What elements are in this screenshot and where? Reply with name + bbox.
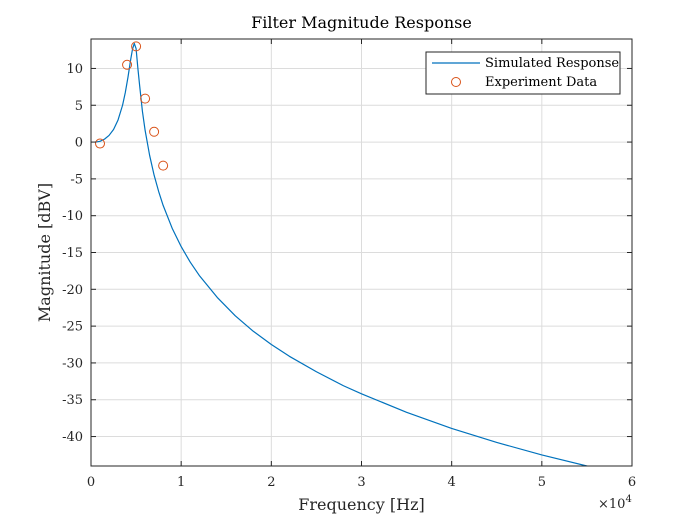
legend-box xyxy=(425,51,621,95)
y-tick-label: -40 xyxy=(62,430,83,445)
legend: Simulated Response Experiment Data xyxy=(425,51,621,95)
experiment-data-point xyxy=(122,59,133,70)
x-tick-label: 2 xyxy=(267,475,275,490)
y-ticks: 10 5 0 -5 -10 -15 -20 -25 -30 -35 -40 xyxy=(62,62,632,445)
y-axis-label: Magnitude [dBV] xyxy=(35,183,54,322)
x-tick-label: 4 xyxy=(448,475,456,490)
experiment-data-point xyxy=(131,41,142,52)
y-tick-label: -5 xyxy=(70,172,83,187)
x-axis-multiplier-base: ×10 xyxy=(598,497,625,512)
y-tick-label: 10 xyxy=(66,62,83,77)
simulated-response-line xyxy=(95,42,590,466)
legend-label-simulated: Simulated Response xyxy=(485,56,619,71)
experiment-data-point xyxy=(140,93,151,104)
y-tick-label: -10 xyxy=(62,209,83,224)
experiment-data-point xyxy=(95,138,106,149)
x-tick-label: 6 xyxy=(628,475,636,490)
y-tick-label: -25 xyxy=(62,320,83,335)
experiment-data-point xyxy=(149,126,160,137)
legend-marker-swatch xyxy=(451,77,461,87)
y-tick-label: -30 xyxy=(62,356,83,371)
y-tick-label: -15 xyxy=(62,246,83,261)
x-axis-multiplier-exponent: 4 xyxy=(625,494,631,505)
chart-title: Filter Magnitude Response xyxy=(251,13,472,32)
y-tick-label: -35 xyxy=(62,393,83,408)
legend-label-experiment: Experiment Data xyxy=(485,75,597,90)
x-tick-label: 3 xyxy=(357,475,365,490)
grid-lines xyxy=(90,39,633,466)
x-tick-label: 5 xyxy=(538,475,546,490)
x-axis-multiplier: ×104 xyxy=(598,494,632,512)
experiment-data-point xyxy=(158,160,169,171)
data-series xyxy=(95,41,590,466)
x-tick-label: 1 xyxy=(177,475,185,490)
x-tick-label: 0 xyxy=(87,475,95,490)
y-tick-label: 5 xyxy=(75,99,83,114)
y-tick-label: -20 xyxy=(62,283,83,298)
x-ticks: 0 1 2 3 4 5 6 xyxy=(87,39,636,490)
y-tick-label: 0 xyxy=(75,136,83,151)
x-axis-label: Frequency [Hz] xyxy=(298,495,425,514)
